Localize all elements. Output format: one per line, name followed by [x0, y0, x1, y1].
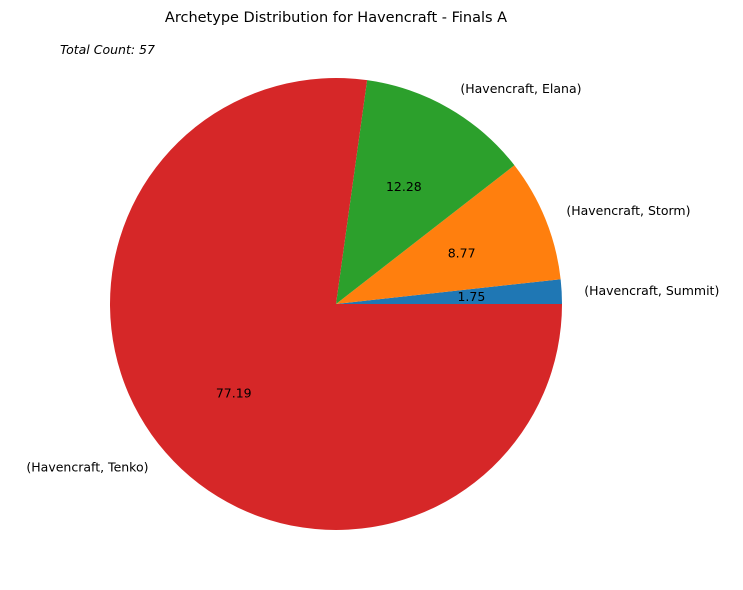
- pie-slice-havencraft-tenko: [109, 77, 563, 530]
- pie-percent-label: 12.28: [386, 179, 422, 194]
- pie-percent-labels: 1.75 8.77 12.28 77.19: [216, 179, 485, 400]
- pie-slice-label: (Havencraft, Tenko): [26, 460, 148, 475]
- pie-slice-label: (Havencraft, Elana): [460, 81, 581, 96]
- pie-percent-label: 1.75: [457, 289, 485, 304]
- pie-percent-label: 77.19: [216, 386, 252, 401]
- total-count-annotation: Total Count: 57: [60, 42, 155, 57]
- pie-slice-label: (Havencraft, Summit): [584, 283, 719, 298]
- chart-title: Archetype Distribution for Havencraft - …: [165, 10, 507, 26]
- pie-slice-label: (Havencraft, Storm): [566, 203, 690, 218]
- pie-slices: [109, 77, 563, 530]
- pie-slice-havencraft-summit: [336, 279, 562, 304]
- pie-slice-labels: (Havencraft, Summit) (Havencraft, Storm) (…: [26, 81, 719, 474]
- pie-slice-havencraft-elana: [336, 80, 515, 304]
- pie-percent-label: 8.77: [448, 246, 476, 261]
- pie-slice-havencraft-storm: [336, 165, 561, 304]
